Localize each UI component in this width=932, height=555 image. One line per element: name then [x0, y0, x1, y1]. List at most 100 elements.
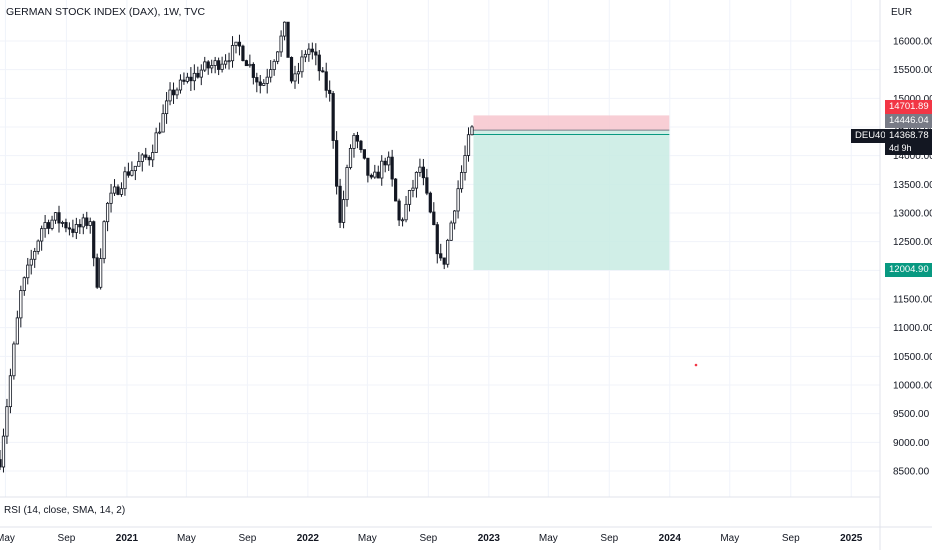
candle-body — [46, 222, 51, 229]
candle-body — [380, 160, 384, 179]
candle-body — [144, 154, 148, 158]
candle-body — [293, 73, 297, 82]
candle-body — [307, 48, 311, 55]
x-tick-label: Sep — [58, 533, 76, 544]
candle-body — [43, 222, 47, 230]
x-tick-label: Sep — [600, 533, 618, 544]
candle-body — [296, 71, 301, 75]
candle-body — [154, 132, 158, 153]
candle-body — [442, 257, 446, 265]
candle-body — [185, 76, 190, 82]
candle-body — [425, 177, 429, 194]
candle-body — [244, 60, 248, 67]
candle-body — [470, 126, 474, 136]
candle-body — [105, 202, 110, 223]
y-tick-label: 14500.00 — [893, 123, 932, 134]
candle-body — [74, 224, 78, 233]
candle-body — [449, 222, 453, 241]
candle-body — [237, 41, 242, 47]
candle-body — [203, 61, 207, 71]
candle-body — [335, 140, 339, 187]
candle-body — [140, 154, 144, 162]
candle-body — [22, 277, 26, 291]
candle-body — [373, 171, 377, 178]
candle-body — [459, 172, 464, 190]
candle-body — [196, 72, 200, 78]
candle-body — [355, 134, 360, 142]
y-tick-label: 11500.00 — [893, 295, 932, 306]
candle-body — [112, 186, 117, 194]
x-tick-label: May — [720, 533, 739, 544]
x-tick-label: 2021 — [116, 533, 139, 544]
y-tick-label: 12500.00 — [893, 237, 932, 248]
candle-body — [369, 174, 373, 178]
candle-body — [321, 70, 325, 73]
candle-body — [230, 45, 235, 62]
candle-body — [276, 51, 280, 62]
candle-body — [85, 217, 89, 226]
candle-body — [1, 435, 6, 468]
candle-body — [446, 239, 450, 265]
candle-body — [352, 134, 356, 149]
candle-body — [279, 35, 283, 53]
candle-body — [317, 54, 321, 72]
x-tick-label: 2024 — [659, 533, 682, 544]
y-tick-label: 13500.00 — [893, 180, 932, 191]
candle-body — [324, 71, 328, 91]
candle-body — [12, 343, 16, 377]
candle-body — [164, 100, 169, 115]
candle-body — [60, 222, 65, 224]
last-price-tag: 14368.78 — [889, 130, 929, 141]
candle-body — [133, 165, 137, 172]
candle-body — [189, 76, 193, 82]
candle-body — [171, 89, 176, 96]
candle-body — [0, 459, 2, 468]
candle-body — [282, 21, 287, 37]
candle-body — [109, 192, 113, 204]
candle-body — [161, 113, 165, 133]
candle-body — [421, 166, 425, 179]
candle-body — [5, 406, 9, 437]
candle-body — [466, 134, 471, 156]
countdown-tag: 4d 9h — [889, 143, 912, 153]
candle-body — [71, 228, 75, 233]
candle-body — [126, 171, 131, 176]
candle-body — [220, 63, 224, 70]
candle-body — [99, 258, 103, 288]
candle-body — [8, 375, 13, 408]
candle-body — [362, 149, 366, 159]
candle-body — [95, 257, 99, 288]
x-tick-label: Sep — [782, 533, 800, 544]
y-tick-label: 13000.00 — [893, 209, 932, 220]
candle-body — [428, 192, 432, 213]
candle-body — [328, 89, 332, 94]
x-tick-label: Sep — [238, 533, 256, 544]
candle-body — [376, 171, 380, 179]
candle-body — [67, 227, 72, 230]
x-tick-label: May — [358, 533, 377, 544]
candle-body — [175, 89, 179, 96]
candle-body — [262, 83, 266, 86]
y-tick-label: 9500.00 — [893, 409, 930, 420]
y-tick-label: 10000.00 — [893, 381, 932, 392]
candle-body — [78, 224, 82, 228]
stop-loss-zone — [473, 115, 670, 131]
rsi-indicator-label[interactable]: RSI (14, close, SMA, 14, 2) — [4, 505, 126, 516]
candle-body — [29, 258, 33, 266]
x-tick-label: Sep — [419, 533, 437, 544]
candle-body — [303, 53, 307, 58]
take-profit-zone — [473, 130, 670, 271]
candle-body — [26, 264, 30, 279]
candle-body — [345, 167, 349, 201]
candle-body — [272, 60, 276, 71]
candle-body — [123, 171, 127, 190]
candle-body — [192, 72, 196, 82]
candle-body — [387, 156, 391, 166]
candle-body — [182, 79, 186, 82]
candle-body — [223, 60, 228, 65]
chart-title: GERMAN STOCK INDEX (DAX), 1W, TVC — [6, 6, 206, 18]
candle-body — [404, 203, 408, 221]
candle-body — [116, 186, 120, 195]
